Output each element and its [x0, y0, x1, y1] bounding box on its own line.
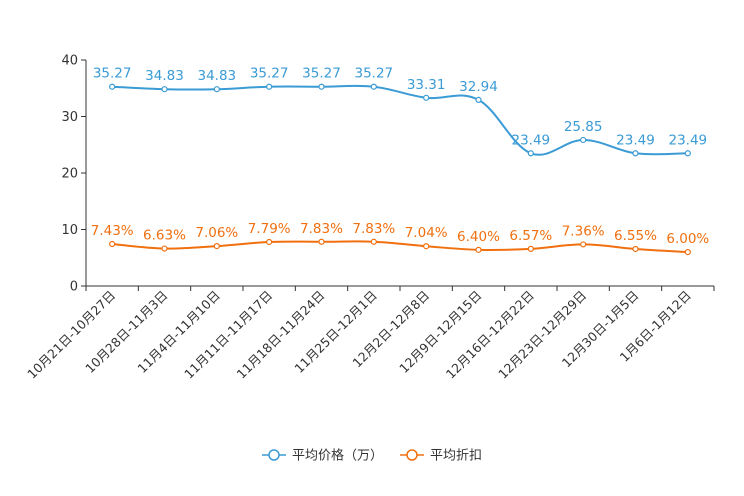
data-point — [266, 238, 273, 246]
data-point — [161, 245, 168, 252]
data-label: 6.40% — [457, 229, 500, 245]
x-tick-label: 12月16日-12月22日 — [443, 288, 537, 382]
data-label: 7.43% — [91, 223, 134, 239]
legend-marker-icon — [268, 449, 280, 461]
data-point — [370, 83, 377, 90]
data-label: 32.94 — [459, 79, 498, 95]
legend-label: 平均折扣 — [430, 449, 482, 464]
data-point — [527, 245, 534, 252]
x-tick-label: 12月23日-12月29日 — [495, 288, 589, 382]
data-point — [475, 96, 482, 103]
series-2: 7.43% 6.63% 7.06% 7.79% 7.83% 7.83% 7.04% 6.40%… — [91, 221, 709, 256]
data-point — [632, 245, 639, 253]
data-label: 7.06% — [195, 225, 238, 241]
series-line — [112, 240, 688, 254]
data-label: 34.83 — [198, 68, 237, 84]
y-tick-label: 40 — [61, 54, 78, 69]
data-label: 23.49 — [512, 132, 551, 148]
data-point — [527, 150, 534, 157]
y-tick-label: 20 — [61, 167, 78, 182]
data-point — [109, 240, 116, 248]
y-tick-label: 10 — [61, 223, 78, 238]
x-tick-label: 11月18日-11月24日 — [233, 288, 327, 382]
data-point — [213, 243, 220, 250]
legend-item-1: 平均价格（万） — [262, 448, 383, 464]
legend-marker-icon — [406, 449, 418, 461]
data-point — [684, 249, 691, 256]
data-point — [161, 86, 168, 93]
data-point — [213, 86, 220, 93]
data-label: 35.27 — [93, 66, 132, 82]
legend-label: 平均价格（万） — [292, 448, 383, 464]
data-label: 6.57% — [509, 228, 552, 244]
data-point — [580, 136, 587, 144]
data-label: 7.36% — [562, 223, 605, 239]
data-label: 6.00% — [666, 231, 709, 247]
data-label: 35.27 — [250, 66, 289, 82]
legend: 平均价格（万） 平均折扣 — [262, 448, 482, 464]
data-point — [632, 150, 639, 157]
data-label: 25.85 — [564, 119, 603, 135]
data-label: 33.31 — [407, 77, 446, 93]
data-point — [684, 150, 691, 157]
data-label: 7.83% — [352, 221, 395, 237]
data-point — [266, 83, 273, 90]
y-tick-label: 0 — [70, 280, 78, 295]
series-1: 35.27 34.83 34.83 35.27 35.27 35.27 33.31 32.94… — [93, 66, 708, 157]
data-point — [109, 83, 116, 90]
y-tick-label: 30 — [61, 110, 78, 125]
data-point — [475, 246, 482, 253]
data-label: 35.27 — [302, 66, 341, 82]
x-tick-label: 10月21日-10月27日 — [24, 288, 118, 382]
legend-item-2: 平均折扣 — [400, 449, 482, 464]
data-label: 34.83 — [145, 68, 184, 84]
data-label: 7.83% — [300, 221, 343, 237]
data-label: 23.49 — [616, 132, 655, 148]
data-label: 6.63% — [143, 228, 186, 244]
data-point — [318, 83, 325, 90]
series-layer: 35.27 34.83 34.83 35.27 35.27 35.27 33.31 32.94… — [91, 66, 709, 256]
data-label: 35.27 — [355, 66, 394, 82]
data-label: 6.55% — [614, 228, 657, 244]
data-point — [318, 238, 325, 245]
data-point — [370, 238, 377, 245]
data-point — [423, 94, 430, 101]
axes: 01020304010月21日-10月27日10月28日-11月3日11月4日-… — [24, 54, 715, 382]
data-point — [423, 243, 430, 250]
x-tick-label: 11月11日-11月17日 — [181, 288, 275, 382]
data-point — [580, 241, 587, 248]
data-label: 7.04% — [405, 225, 448, 241]
data-label: 7.79% — [248, 221, 291, 237]
data-label: 23.49 — [669, 132, 708, 148]
